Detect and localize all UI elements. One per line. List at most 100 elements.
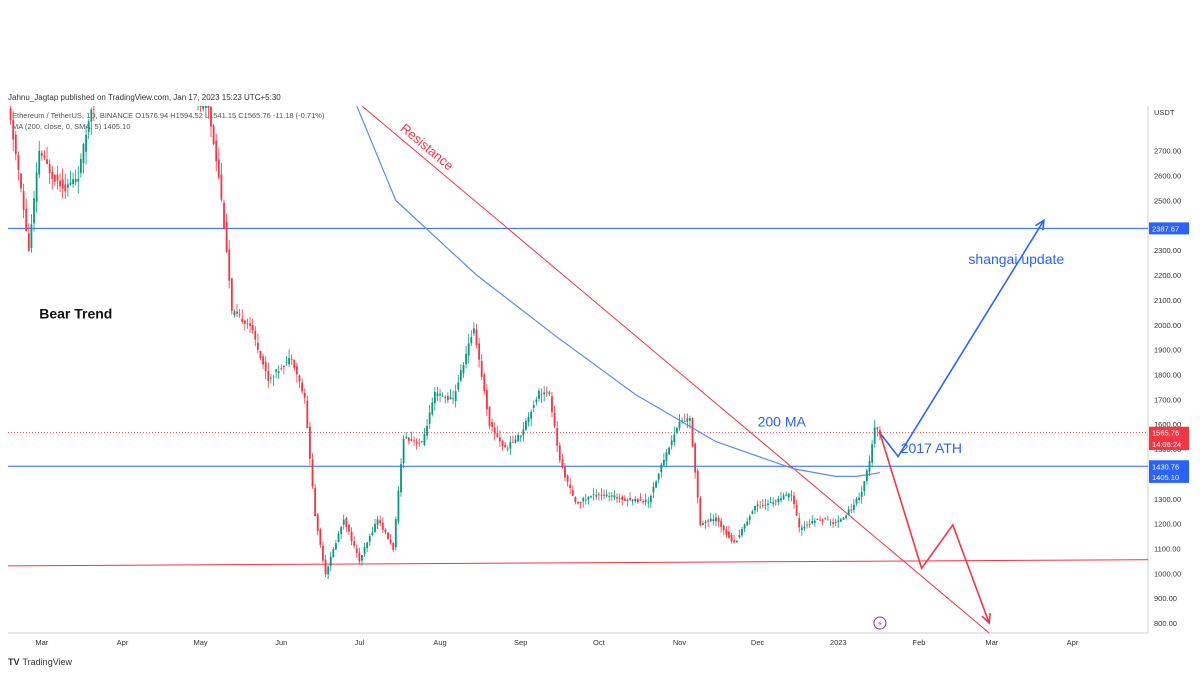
candle-body [446, 395, 449, 400]
candle-body [53, 175, 56, 182]
price-label-text: 2387.67 [1152, 224, 1179, 233]
candle-body [426, 426, 428, 436]
candle-body [816, 518, 819, 520]
candle-body [642, 501, 644, 503]
candle-body [12, 119, 15, 140]
price-tick-label: 2700.00 [1154, 147, 1181, 156]
candle-body [686, 418, 689, 422]
price-tick-label: 900.00 [1154, 594, 1177, 603]
event-marker-circle [873, 616, 887, 630]
candle-body [561, 459, 564, 468]
price-label-text: 14:06:24 [1152, 440, 1181, 449]
candle-body [777, 498, 780, 503]
time-tick-label: Jul [355, 638, 365, 647]
candle-body [569, 484, 572, 489]
time-tick-label: Feb [912, 638, 925, 647]
candle-body [808, 523, 811, 525]
candle-body [725, 529, 728, 535]
candle-body [548, 392, 551, 395]
candle-body [865, 470, 868, 482]
candle-body [92, 108, 95, 110]
candle-body [233, 311, 236, 316]
candle-body [204, 106, 207, 108]
price-tick-label: 800.00 [1154, 619, 1177, 628]
candle-body [470, 337, 473, 344]
price-tick-label: 1000.00 [1154, 569, 1181, 578]
candle-body [251, 325, 254, 331]
candle-body [264, 361, 267, 372]
candle-body [337, 533, 340, 542]
candle-body [855, 498, 858, 504]
candle-body [444, 396, 447, 398]
candle-body [793, 495, 795, 504]
candle-body [293, 359, 296, 369]
candle-body [465, 353, 467, 365]
candle-body [269, 377, 272, 379]
price-label-text: 1565.76 [1152, 429, 1179, 438]
candle-body [74, 178, 77, 183]
tradingview-logo[interactable]: TV TradingView [8, 657, 72, 667]
candle-body [236, 311, 238, 314]
candle-body [407, 437, 410, 441]
candle-body [748, 516, 751, 521]
candle-body [837, 520, 840, 523]
price-tick-label: 2500.00 [1154, 196, 1181, 205]
price-tick-label: 1200.00 [1154, 520, 1181, 529]
candle-body [275, 369, 277, 372]
candle-body [353, 541, 356, 546]
candle-body [780, 498, 782, 501]
candle-body [525, 420, 527, 430]
candle-body [811, 521, 814, 524]
candle-body [493, 427, 496, 434]
candle-body [787, 493, 790, 498]
candle-body [20, 173, 22, 189]
projection-down-arrow-head [981, 613, 991, 625]
candle-body [420, 441, 423, 443]
candle-body [839, 519, 842, 522]
candle-body [850, 509, 853, 511]
price-tick-label: 2000.00 [1154, 321, 1181, 330]
candle-body [342, 519, 345, 525]
candle-body [324, 559, 327, 575]
candle-body [371, 532, 374, 536]
candle-body [535, 399, 538, 403]
candle-body [230, 278, 233, 311]
candle-body [363, 547, 366, 554]
time-tick-label: Jun [275, 638, 287, 647]
time-tick-label: Oct [593, 638, 606, 647]
tradingview-logo-icon: TV [8, 657, 20, 667]
candle-body [863, 481, 866, 492]
candle-body [475, 329, 478, 346]
candle-body [678, 422, 681, 429]
candle-body [704, 521, 707, 523]
candle-body [340, 527, 343, 535]
candle-body [322, 546, 324, 561]
candle-body [621, 496, 624, 500]
candle-body [769, 501, 772, 503]
candle-body [415, 442, 418, 444]
candle-body [845, 515, 847, 518]
candle-body [212, 125, 215, 145]
candle-body [512, 441, 514, 443]
candle-body [504, 444, 507, 448]
price-label-text: 1430.76 [1152, 462, 1179, 471]
candle-body [735, 540, 738, 542]
candle-body [25, 208, 28, 232]
candle-body [319, 529, 322, 545]
candle-body [879, 430, 881, 435]
candle-body [311, 459, 314, 487]
candle-body [761, 504, 764, 506]
candle-body [90, 109, 93, 122]
candle-body [332, 549, 335, 558]
candle-body [480, 360, 483, 377]
candle-body [842, 517, 845, 520]
candle-body [483, 374, 486, 392]
candle-body [392, 542, 395, 550]
candle-body [59, 180, 61, 187]
candle-body [876, 427, 879, 430]
candle-body [803, 526, 806, 529]
candle-body [657, 473, 660, 480]
candle-body [66, 184, 69, 188]
candle-body [452, 398, 454, 400]
